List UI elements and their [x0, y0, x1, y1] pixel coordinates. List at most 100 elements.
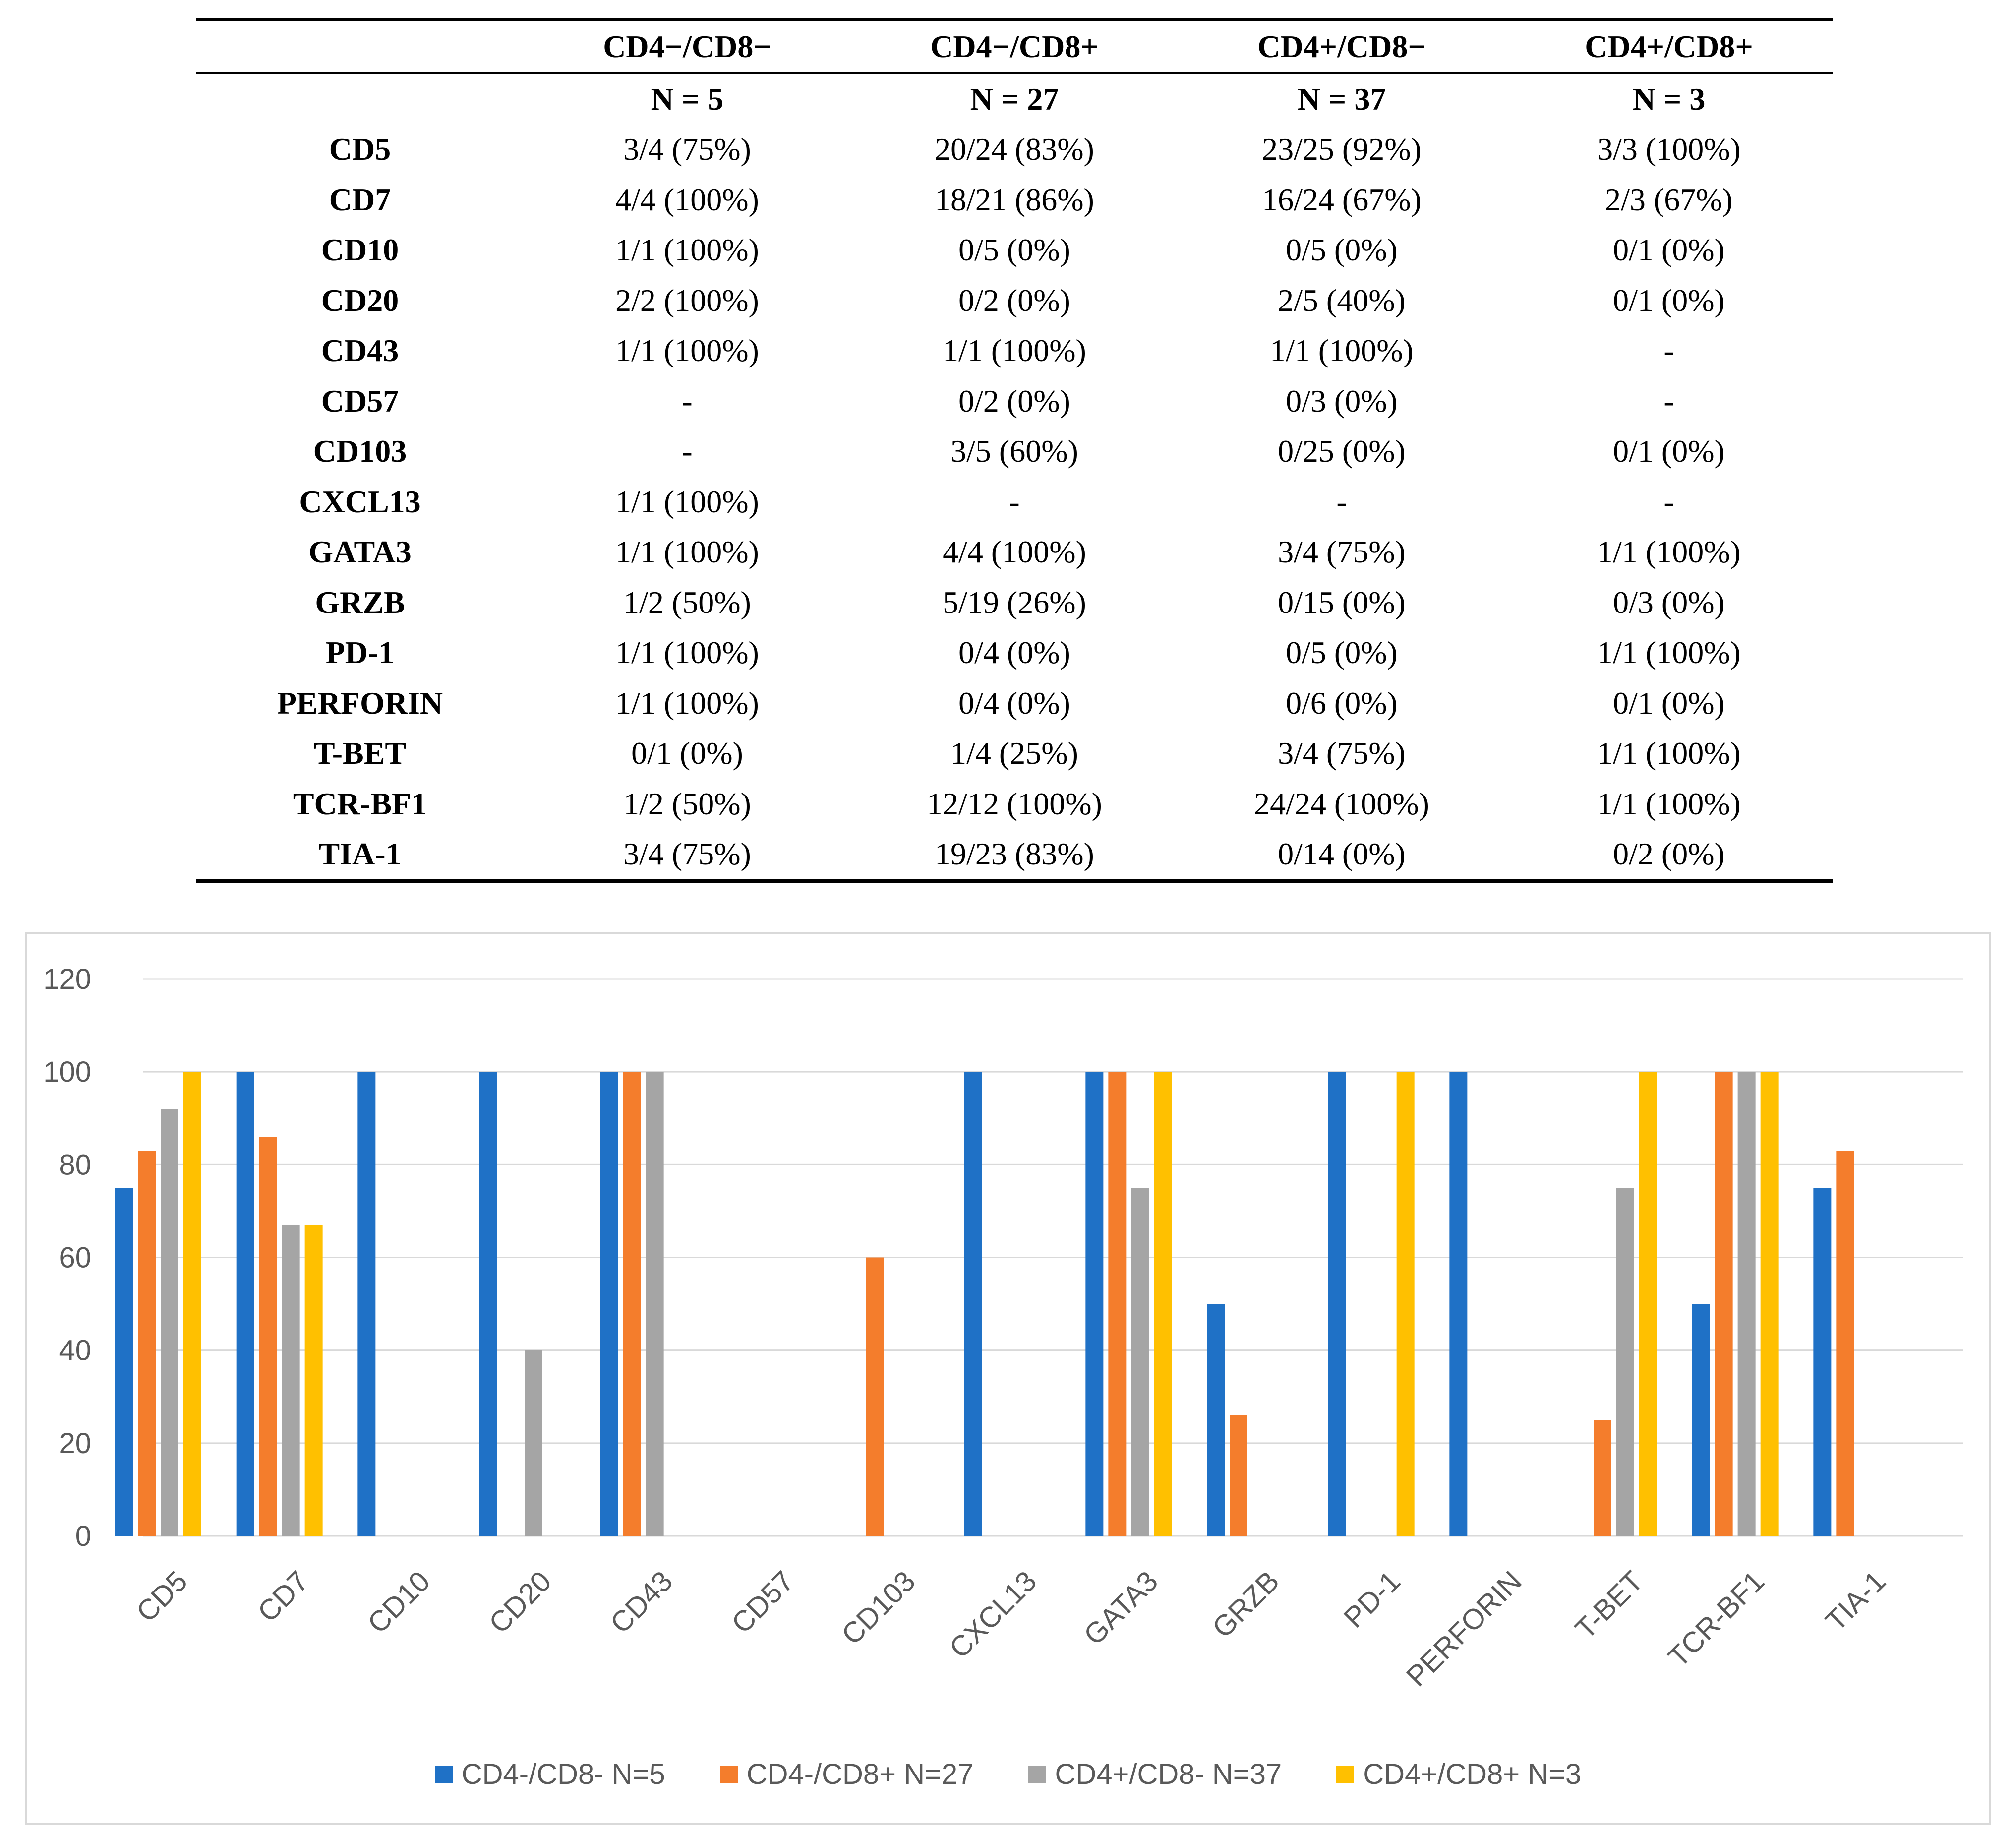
value-cell: 0/25 (0%) — [1278, 433, 1406, 469]
bar — [1737, 1072, 1756, 1536]
marker-name-cell: CD43 — [321, 333, 399, 368]
value-cell: 1/1 (100%) — [615, 534, 759, 570]
value-cell: 1/2 (50%) — [623, 786, 751, 821]
legend-item: CD4-/CD8+ N=27 — [719, 1758, 973, 1791]
bar — [183, 1072, 201, 1536]
bar — [236, 1072, 254, 1536]
table-row: T-BET 0/1 (0%) 1/4 (25%) 3/4 (75%) 1/1 (100%… — [196, 729, 1833, 779]
value-cell: 0/5 (0%) — [1286, 232, 1398, 268]
value-cell: 0/1 (0%) — [1613, 685, 1725, 721]
value-cell: - — [1009, 484, 1020, 519]
count-cell: N = 37 — [1297, 81, 1386, 117]
bar — [479, 1072, 497, 1536]
marker-name-cell: TCR-BF1 — [293, 786, 427, 821]
value-cell: 5/19 (26%) — [943, 584, 1086, 620]
x-tick-label: CD10 — [361, 1565, 436, 1640]
table-top-rule — [196, 18, 1833, 21]
value-cell: 1/2 (50%) — [623, 584, 751, 620]
chart-legend: CD4-/CD8- N=5 CD4-/CD8+ N=27 CD4+/CD8- N=3… — [27, 1758, 1989, 1791]
table-row: CD57 - 0/2 (0%) 0/3 (0%) - — [196, 376, 1833, 427]
header-cell: CD4+/CD8− — [1257, 29, 1426, 64]
value-cell: 2/3 (67%) — [1605, 182, 1733, 217]
value-cell: 0/3 (0%) — [1613, 584, 1725, 620]
marker-name-cell: PD-1 — [325, 635, 395, 671]
marker-name-cell: CD103 — [313, 433, 407, 469]
value-cell: 0/4 (0%) — [958, 685, 1070, 721]
bar — [357, 1072, 376, 1536]
bar — [964, 1072, 982, 1536]
header-cell: CD4−/CD8− — [603, 29, 771, 64]
x-tick-label: PERFORIN — [1400, 1565, 1528, 1693]
value-cell: 2/2 (100%) — [615, 282, 759, 318]
value-cell: 19/23 (83%) — [935, 836, 1094, 872]
x-tick-label: CD7 — [251, 1565, 315, 1628]
value-cell: 0/5 (0%) — [958, 232, 1070, 268]
value-cell: 0/1 (0%) — [1613, 232, 1725, 268]
table-header-rule — [196, 72, 1833, 74]
x-tick-label: CD5 — [130, 1565, 194, 1628]
bar-chart: 0 20 40 60 80 100 120 CD5 CD7 CD10 CD20 CD43 CD57 CD1… — [43, 963, 1963, 1693]
count-cell: N = 5 — [651, 81, 724, 117]
bar — [1108, 1072, 1127, 1536]
value-cell: 1/1 (100%) — [615, 232, 759, 268]
value-cell: 1/1 (100%) — [615, 685, 759, 721]
y-tick-label: 120 — [43, 963, 91, 995]
value-cell: 2/5 (40%) — [1278, 282, 1406, 318]
y-tick-label: 20 — [59, 1427, 91, 1460]
table-bottom-rule — [196, 879, 1833, 883]
legend-label: CD4-/CD8- N=5 — [461, 1758, 665, 1790]
table-row: CD5 3/4 (75%) 20/24 (83%) 23/25 (92%) 3/3 (1… — [196, 124, 1833, 175]
value-cell: 12/12 (100%) — [927, 786, 1102, 821]
x-tick-label: TCR-BF1 — [1662, 1565, 1771, 1673]
bar — [259, 1137, 277, 1536]
marker-name-cell: CD5 — [329, 131, 391, 167]
value-cell: 3/5 (60%) — [950, 433, 1078, 469]
y-tick-label: 60 — [59, 1242, 91, 1274]
value-cell: 1/1 (100%) — [1270, 333, 1414, 368]
table-row: CD10 1/1 (100%) 0/5 (0%) 0/5 (0%) 0/1 (0%) — [196, 225, 1833, 276]
table-row: CD20 2/2 (100%) 0/2 (0%) 2/5 (40%) 0/1 (0%) — [196, 275, 1833, 326]
x-tick-label: PD-1 — [1338, 1565, 1407, 1634]
bar — [304, 1224, 323, 1536]
legend-label: CD4+/CD8- N=37 — [1055, 1758, 1282, 1790]
marker-name-cell: CD10 — [321, 232, 399, 268]
value-cell: 4/4 (100%) — [615, 182, 759, 217]
table-row: TCR-BF1 1/2 (50%) 12/12 (100%) 24/24 (100%)… — [196, 779, 1833, 829]
marker-name-cell: PERFORIN — [277, 685, 443, 721]
marker-name-cell: CD7 — [329, 182, 391, 217]
value-cell: 3/4 (75%) — [623, 131, 751, 167]
legend-item: CD4-/CD8- N=5 — [434, 1758, 665, 1791]
value-cell: - — [682, 383, 693, 419]
x-tick-label: GATA3 — [1078, 1565, 1164, 1651]
value-cell: 0/1 (0%) — [1613, 282, 1725, 318]
bar — [282, 1224, 300, 1536]
value-cell: 20/24 (83%) — [935, 131, 1094, 167]
value-cell: 3/4 (75%) — [1278, 534, 1406, 570]
legend-label: CD4+/CD8+ N=3 — [1363, 1758, 1582, 1790]
value-cell: 1/1 (100%) — [1597, 735, 1741, 771]
legend-swatch — [434, 1765, 453, 1783]
x-tick-label: CD43 — [604, 1565, 679, 1640]
value-cell: 16/24 (67%) — [1262, 182, 1422, 217]
table-body: N = 5 N = 27 N = 37 N = 3 CD5 3/4 (75%) 20… — [196, 74, 1833, 879]
value-cell: 3/4 (75%) — [1278, 735, 1406, 771]
table-row: TIA-1 3/4 (75%) 19/23 (83%) 0/14 (0%) 0/2 (0… — [196, 829, 1833, 880]
bar — [1836, 1151, 1854, 1536]
header-cell: CD4+/CD8+ — [1585, 29, 1753, 64]
bar — [161, 1109, 178, 1536]
legend-item: CD4+/CD8- N=37 — [1028, 1758, 1282, 1791]
value-cell: 1/1 (100%) — [1597, 786, 1741, 821]
value-cell: - — [1663, 383, 1674, 419]
value-cell: - — [682, 433, 693, 469]
bar — [1085, 1072, 1104, 1536]
value-cell: 0/14 (0%) — [1278, 836, 1406, 872]
value-cell: 0/15 (0%) — [1278, 584, 1406, 620]
table-row: CD43 1/1 (100%) 1/1 (100%) 1/1 (100%) - — [196, 326, 1833, 376]
value-cell: 1/1 (100%) — [1597, 534, 1741, 570]
marker-name-cell: GRZB — [315, 584, 405, 620]
bar — [1328, 1072, 1346, 1536]
bar — [1813, 1188, 1832, 1536]
value-cell: 1/1 (100%) — [615, 484, 759, 519]
y-tick-label: 80 — [59, 1149, 91, 1181]
value-cell: 0/5 (0%) — [1286, 635, 1398, 671]
